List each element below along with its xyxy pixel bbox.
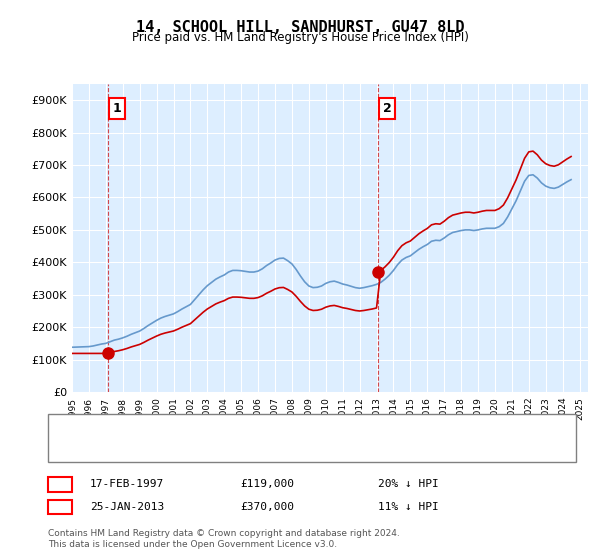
- Text: ─────: ─────: [66, 442, 104, 455]
- Text: 11% ↓ HPI: 11% ↓ HPI: [378, 502, 439, 512]
- Text: Price paid vs. HM Land Registry's House Price Index (HPI): Price paid vs. HM Land Registry's House …: [131, 31, 469, 44]
- Text: £119,000: £119,000: [240, 479, 294, 489]
- Text: 17-FEB-1997: 17-FEB-1997: [90, 479, 164, 489]
- Text: 1: 1: [56, 479, 64, 489]
- Text: HPI: Average price, detached house, Bracknell Forest: HPI: Average price, detached house, Brac…: [108, 444, 385, 454]
- Text: 2: 2: [56, 502, 64, 512]
- Text: ─────: ─────: [66, 421, 104, 434]
- Text: 20% ↓ HPI: 20% ↓ HPI: [378, 479, 439, 489]
- Text: 1: 1: [113, 102, 122, 115]
- Text: 14, SCHOOL HILL, SANDHURST, GU47 8LD (detached house): 14, SCHOOL HILL, SANDHURST, GU47 8LD (de…: [108, 423, 423, 433]
- Text: 14, SCHOOL HILL, SANDHURST, GU47 8LD: 14, SCHOOL HILL, SANDHURST, GU47 8LD: [136, 20, 464, 35]
- Text: Contains HM Land Registry data © Crown copyright and database right 2024.
This d: Contains HM Land Registry data © Crown c…: [48, 529, 400, 549]
- Text: 2: 2: [383, 102, 392, 115]
- Text: £370,000: £370,000: [240, 502, 294, 512]
- Text: 25-JAN-2013: 25-JAN-2013: [90, 502, 164, 512]
